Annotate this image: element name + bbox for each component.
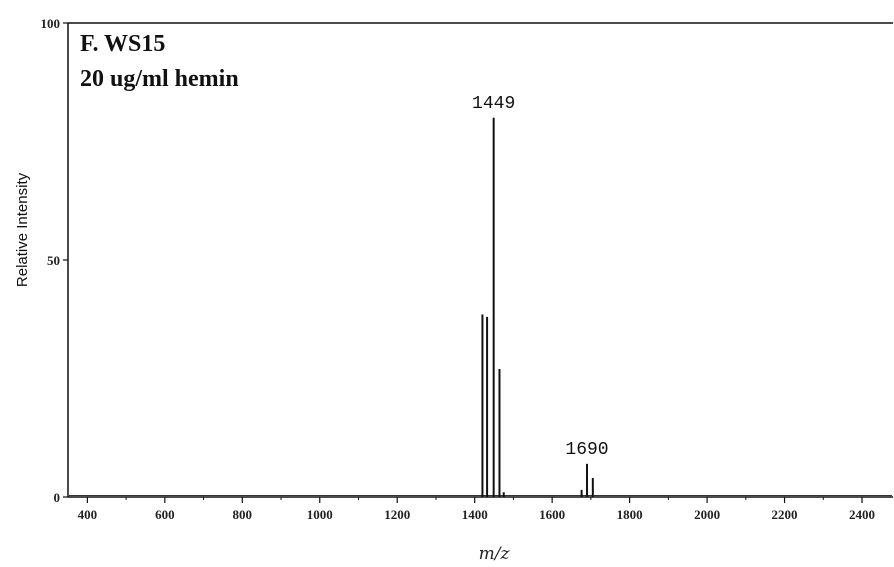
x-tick-label: 600 [155, 507, 175, 522]
peaks [481, 117, 594, 497]
chart-title: F. WS15 [80, 31, 165, 57]
x-tick-label: 2400 [849, 507, 875, 522]
x-tick-label: 1000 [307, 507, 333, 522]
labels: 1449 1690 [472, 94, 609, 460]
x-axis-label: m/z [479, 544, 511, 564]
axes: 0 50 100 400 600 800 1000 1200 1400 1600 1800 2000 2… [41, 16, 893, 522]
chart-subtitle: 20 ug/ml hemin [80, 66, 239, 92]
x-tick-label: 2200 [772, 507, 798, 522]
peak-annotation: 1449 [472, 94, 515, 114]
y-axis-label: Relative Intensity [14, 172, 31, 287]
x-tick-label: 1200 [384, 507, 410, 522]
y-tick-label: 0 [54, 490, 61, 505]
x-tick-label: 1800 [617, 507, 643, 522]
x-tick-label: 1600 [539, 507, 565, 522]
x-tick-label: 400 [78, 507, 98, 522]
x-tick-label: 2000 [694, 507, 720, 522]
y-tick-label: 50 [47, 253, 60, 268]
x-tick-label: 1400 [462, 507, 488, 522]
peak-annotation: 1690 [565, 440, 608, 460]
y-tick-label: 100 [41, 16, 61, 31]
x-tick-label: 800 [233, 507, 253, 522]
